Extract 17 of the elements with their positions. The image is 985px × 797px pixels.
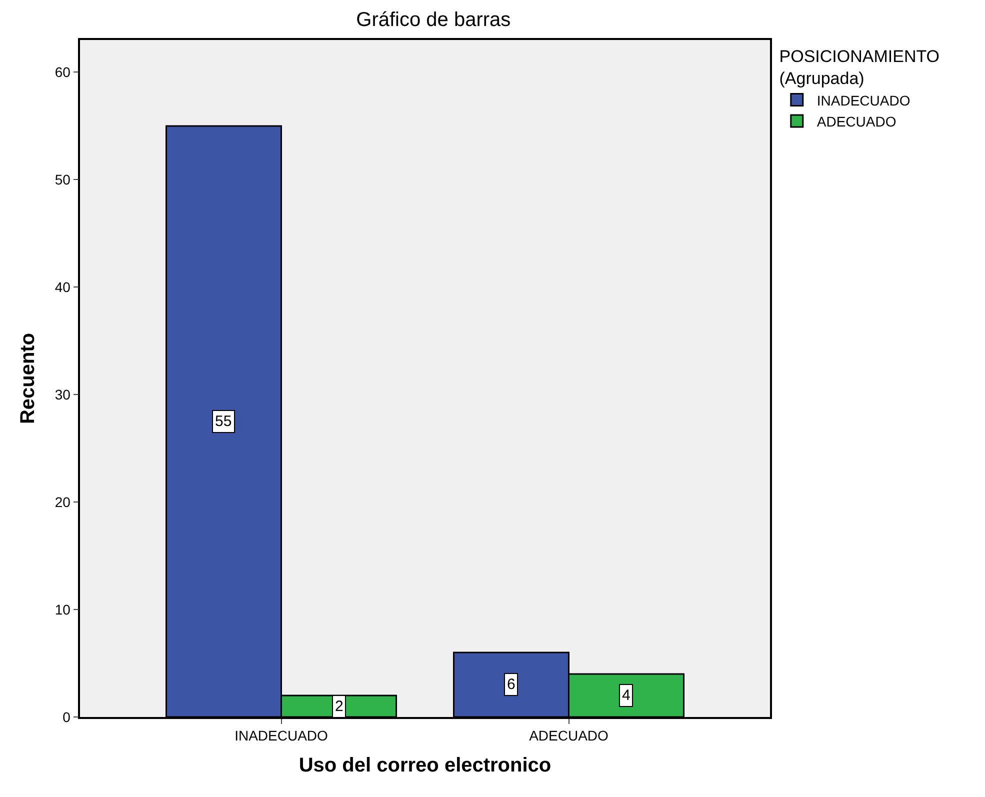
legend-label: ADECUADO — [816, 113, 896, 130]
data-label: 2 — [335, 698, 344, 715]
x-axis-title: Uso del correo electronico — [298, 754, 552, 777]
y-tick-label: 60 — [54, 64, 71, 80]
data-label: 4 — [622, 687, 630, 704]
y-tick-label: 30 — [54, 386, 71, 403]
data-label: 55 — [215, 413, 232, 430]
y-tick-label: 10 — [54, 601, 71, 618]
y-tick-label: 0 — [62, 708, 71, 725]
y-tick-label: 40 — [54, 279, 71, 296]
y-tick-label: 50 — [54, 172, 71, 188]
legend-label: INADECUADO — [816, 92, 910, 108]
legend-title: POSICIONAMIENTO (Agrupada) — [779, 47, 940, 88]
chart-title: Gráfico de barras — [356, 8, 511, 31]
data-label: 6 — [507, 676, 516, 693]
y-axis-title: Recuento — [16, 332, 39, 424]
y-tick-label: 20 — [54, 494, 71, 510]
